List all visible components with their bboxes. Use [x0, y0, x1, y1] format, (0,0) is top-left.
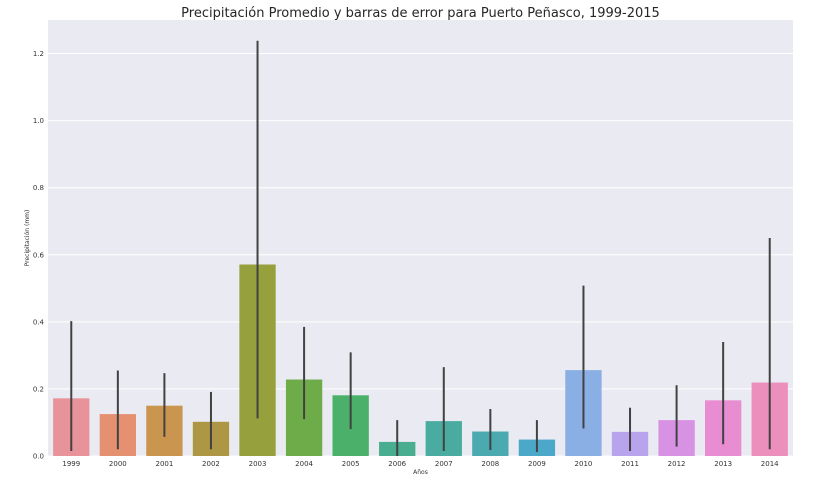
plot-area — [48, 20, 793, 456]
x-tick-label: 2011 — [621, 460, 639, 468]
x-tick-label: 2008 — [481, 460, 499, 468]
error-bars — [70, 40, 771, 456]
x-tick-label: 2010 — [575, 460, 593, 468]
x-axis-label: Años — [413, 469, 428, 476]
x-tick-label: 2007 — [435, 460, 453, 468]
y-axis-label: Precipitación (mm) — [24, 210, 31, 267]
y-tick-label: 0.8 — [33, 184, 44, 192]
y-tick-label: 0.4 — [33, 318, 45, 326]
y-tick-label: 1.0 — [33, 117, 44, 125]
y-tick-label: 1.2 — [33, 50, 44, 58]
x-tick-label: 2001 — [155, 460, 173, 468]
x-tick-label: 2004 — [295, 460, 313, 468]
x-tick-label: 2013 — [714, 460, 732, 468]
y-tick-label: 0.6 — [33, 251, 45, 259]
x-tick-label: 2006 — [388, 460, 406, 468]
x-tick-label: 2012 — [668, 460, 686, 468]
chart-title: Precipitación Promedio y barras de error… — [181, 6, 660, 21]
x-tick-label: 2009 — [528, 460, 546, 468]
y-tick-labels: 0.0 0.2 0.4 0.6 0.8 1.0 1.2 — [33, 50, 45, 460]
x-tick-label: 2014 — [761, 460, 779, 468]
x-tick-label: 2002 — [202, 460, 220, 468]
x-tick-label: 2003 — [249, 460, 267, 468]
x-tick-label: 2000 — [109, 460, 127, 468]
y-tick-label: 0.0 — [33, 453, 44, 461]
x-tick-labels: 1999 2000 2001 2002 2003 2004 2005 2006 2007 2008… — [62, 460, 779, 468]
x-tick-label: 2005 — [342, 460, 360, 468]
x-tick-label: 1999 — [62, 460, 80, 468]
y-tick-label: 0.2 — [33, 385, 44, 393]
